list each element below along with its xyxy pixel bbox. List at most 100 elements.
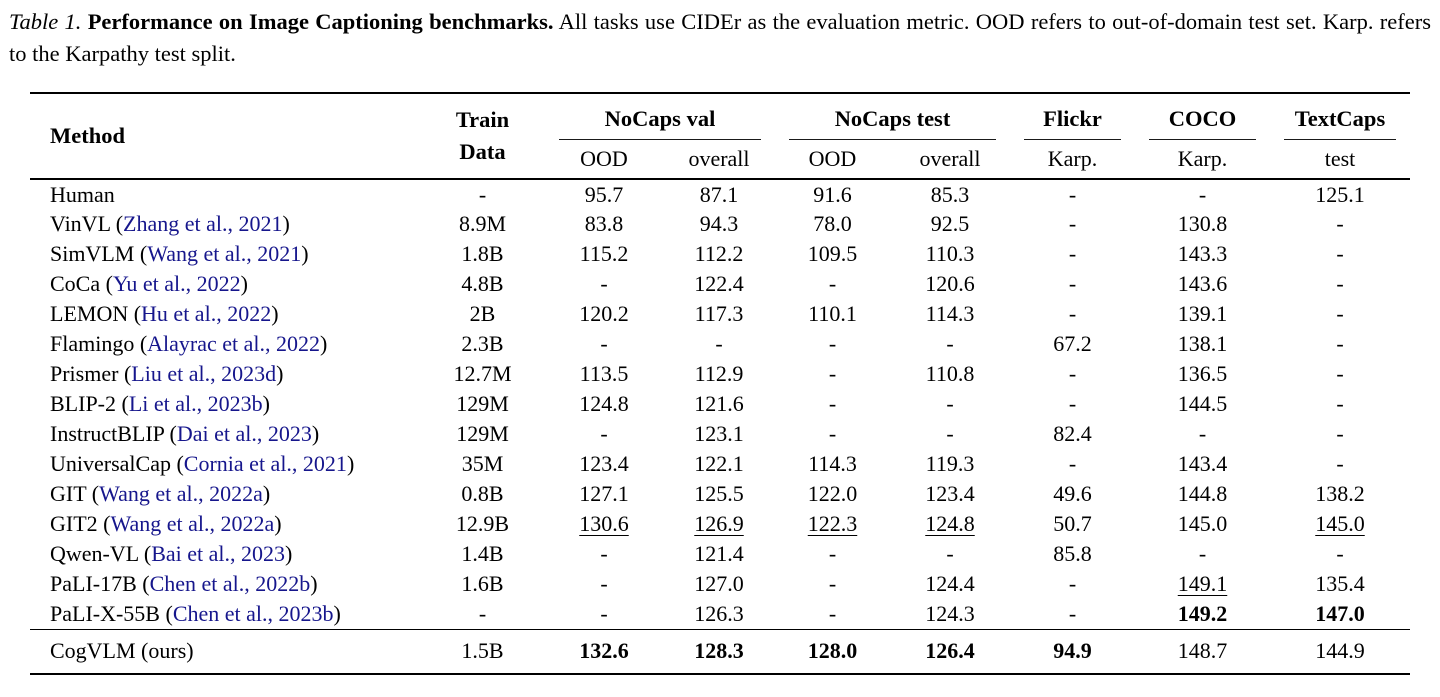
metric-cell-nocapstest-ood: - — [828, 421, 837, 446]
metric-cell-nocapsval-overall: 122.4 — [694, 271, 744, 296]
col-header-method: Method — [50, 123, 125, 148]
metric-cell-flickr: 85.8 — [1053, 541, 1092, 566]
metric-cell-coco: 144.8 — [1177, 481, 1228, 506]
col-group-textcaps-label: TextCaps — [1284, 106, 1396, 140]
col-header-nocapsval-overall: overall — [688, 146, 750, 171]
metric-cell-flickr: - — [1068, 391, 1077, 416]
metric-cell-flickr: 82.4 — [1053, 421, 1092, 446]
citation-link[interactable]: Liu et al., 2023d — [131, 361, 277, 386]
citation-link[interactable]: Wang et al., 2021 — [147, 241, 302, 266]
metric-cell-nocapstest-overall: 120.6 — [925, 271, 975, 296]
metric-cell-nocapsval-ood: 120.2 — [579, 301, 629, 326]
metric-cell-coco: 138.1 — [1177, 331, 1228, 356]
metric-cell-nocapstest-overall: - — [946, 391, 954, 416]
metric-cell-nocapstest-overall: 110.3 — [925, 241, 975, 266]
method-name-suffix: ) — [262, 481, 271, 506]
metric-cell-nocapsval-ood: - — [600, 271, 608, 296]
metric-cell-nocapsval-ood: 124.8 — [579, 391, 629, 416]
table-body: Human - 95.7 87.1 91.6 85.3 - - 125.1 Vi… — [30, 179, 1410, 674]
method-cell: Qwen-VL (Bai et al., 2023) — [30, 539, 420, 569]
method-cell: VinVL (Zhang et al., 2021) — [30, 209, 420, 239]
metric-cell-flickr: 67.2 — [1053, 331, 1092, 356]
train-data-cell: 1.6B — [461, 571, 504, 596]
metric-cell-nocapstest-ood: - — [828, 271, 837, 296]
metric-cell-nocapsval-ood: 95.7 — [584, 181, 624, 207]
method-cell: CogVLM (ours) — [30, 629, 420, 674]
col-group-nocaps-val: NoCaps val — [545, 93, 775, 140]
citation-link[interactable]: Alayrac et al., 2022 — [147, 331, 321, 356]
metric-cell-nocapsval-ood: - — [600, 571, 608, 596]
method-name-suffix: ) — [333, 600, 341, 626]
method-name-suffix: ) — [285, 541, 293, 566]
table-row: GIT (Wang et al., 2022a) 0.8B 127.1 125.… — [30, 479, 1410, 509]
metric-cell-nocapstest-ood: - — [828, 541, 837, 566]
table-row: UniversalCap (Cornia et al., 2021) 35M 1… — [30, 449, 1410, 479]
metric-cell-nocapsval-overall: 126.9 — [694, 511, 744, 536]
metric-cell-nocapstest-overall: - — [946, 421, 954, 446]
metric-cell-nocapsval-ood: 123.4 — [579, 451, 629, 476]
citation-link[interactable]: Wang et al., 2022a — [99, 481, 263, 506]
metric-cell-coco: 143.4 — [1177, 451, 1228, 476]
train-data-cell: 129M — [456, 421, 509, 446]
metric-cell-nocapstest-ood: - — [828, 391, 837, 416]
metric-cell-textcaps: - — [1336, 361, 1344, 386]
method-name-suffix: ) — [276, 361, 284, 386]
metric-cell-nocapsval-overall: 125.5 — [694, 481, 744, 506]
metric-cell-nocapsval-ood: 113.5 — [579, 361, 629, 386]
col-header-flickr-karp: Karp. — [1047, 146, 1098, 171]
citation-link[interactable]: Hu et al., 2022 — [141, 301, 272, 326]
citation-link[interactable]: Yu et al., 2022 — [112, 271, 241, 296]
citation-link[interactable]: Chen et al., 2022b — [149, 571, 311, 596]
metric-cell-coco: 139.1 — [1177, 301, 1228, 326]
table-row: Human - 95.7 87.1 91.6 85.3 - - 125.1 — [30, 179, 1410, 209]
table-caption-title: Performance on Image Captioning benchmar… — [87, 9, 554, 34]
metric-cell-flickr: - — [1068, 181, 1077, 207]
citation-link[interactable]: Li et al., 2023b — [128, 391, 263, 416]
method-name-suffix: ) — [282, 211, 290, 236]
metric-cell-nocapsval-overall: 112.9 — [694, 361, 744, 386]
citation-link[interactable]: Cornia et al., 2021 — [183, 451, 347, 476]
metric-cell-textcaps: 125.1 — [1315, 181, 1365, 207]
col-group-nocaps-test: NoCaps test — [775, 93, 1010, 140]
metric-cell-coco: - — [1198, 421, 1207, 446]
table-row: SimVLM (Wang et al., 2021) 1.8B 115.2 11… — [30, 239, 1410, 269]
metric-cell-nocapstest-ood: 128.0 — [807, 638, 858, 664]
metric-cell-nocapstest-ood: 110.1 — [808, 301, 857, 326]
metric-cell-coco: 148.7 — [1177, 638, 1228, 664]
method-name: PaLI-17B ( — [50, 571, 150, 596]
method-name-suffix: ) — [274, 511, 282, 536]
metric-cell-nocapsval-ood: 115.2 — [579, 241, 629, 266]
table-row: GIT2 (Wang et al., 2022a) 12.9B 130.6 12… — [30, 509, 1410, 539]
method-name: Flamingo ( — [50, 331, 148, 356]
metric-cell-nocapstest-overall: - — [946, 331, 954, 356]
method-name: CogVLM (ours) — [50, 638, 194, 664]
metric-cell-coco: 130.8 — [1177, 211, 1228, 236]
citation-link[interactable]: Chen et al., 2023b — [172, 600, 334, 626]
method-name: VinVL ( — [50, 211, 124, 236]
citation-link[interactable]: Dai et al., 2023 — [176, 421, 312, 446]
header-group-row: Method Train Data NoCaps val NoCaps test… — [30, 93, 1410, 164]
col-header-nocapsval-ood: OOD — [580, 146, 628, 171]
method-cell: InstructBLIP (Dai et al., 2023) — [30, 419, 420, 449]
method-name: BLIP-2 ( — [50, 391, 129, 416]
metric-cell-coco: - — [1198, 541, 1207, 566]
col-group-coco: COCO — [1135, 93, 1270, 140]
citation-link[interactable]: Wang et al., 2022a — [110, 511, 275, 536]
col-header-nocapstest-ood: OOD — [808, 146, 857, 171]
col-group-nocaps-test-label: NoCaps test — [789, 106, 996, 140]
method-name: SimVLM ( — [50, 241, 148, 266]
metric-cell-textcaps: - — [1336, 211, 1344, 236]
table-row: InstructBLIP (Dai et al., 2023) 129M - 1… — [30, 419, 1410, 449]
table-row: CoCa (Yu et al., 2022) 4.8B - 122.4 - 12… — [30, 269, 1410, 299]
metric-cell-nocapsval-ood: 83.8 — [584, 211, 624, 236]
train-data-cell: 1.4B — [461, 541, 504, 566]
metric-cell-nocapsval-overall: - — [715, 331, 723, 356]
table-row: PaLI-17B (Chen et al., 2022b) 1.6B - 127… — [30, 569, 1410, 599]
citation-link[interactable]: Zhang et al., 2021 — [123, 211, 283, 236]
metric-cell-nocapsval-ood: 127.1 — [579, 481, 629, 506]
method-name-suffix: ) — [301, 241, 309, 266]
citation-link[interactable]: Bai et al., 2023 — [151, 541, 286, 566]
table-row: LEMON (Hu et al., 2022) 2B 120.2 117.3 1… — [30, 299, 1410, 329]
col-header-train-data: Train Data — [455, 107, 510, 164]
col-group-flickr-label: Flickr — [1024, 106, 1121, 140]
